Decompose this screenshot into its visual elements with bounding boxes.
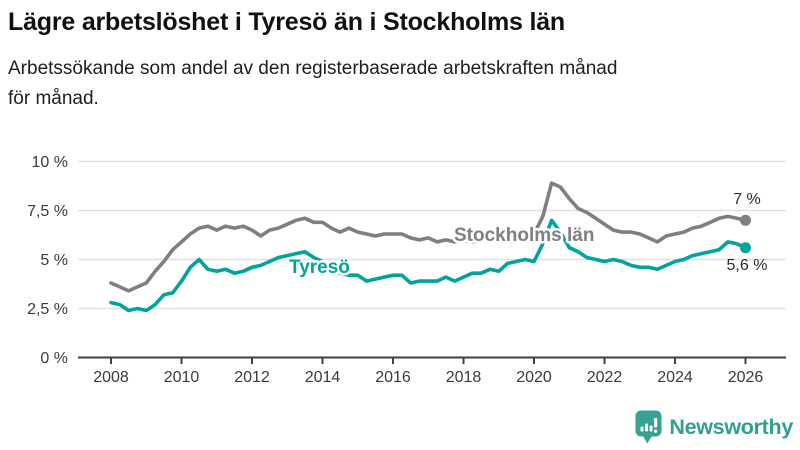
chart-subtitle: Arbetssökande som andel av den registerb… — [8, 54, 788, 114]
x-tick-label: 2026 — [728, 369, 764, 386]
chart-header: Lägre arbetslöshet i Tyresö än i Stockho… — [8, 6, 788, 114]
x-tick-label: 2020 — [516, 369, 552, 386]
series-end-dot-tyreso — [740, 242, 751, 254]
x-tick-label: 2024 — [657, 369, 693, 386]
y-tick-label: 10 % — [32, 154, 68, 171]
series-label-tyreso: Tyresö — [289, 257, 350, 278]
y-tick-label: 7,5 % — [27, 203, 68, 220]
newsworthy-pin-barchart-icon — [635, 410, 662, 444]
chart-subtitle-line-2: för månad. — [8, 88, 99, 109]
series-line-tyreso — [109, 218, 748, 313]
y-tick-label: 5 % — [40, 252, 68, 269]
series-end-label-tyreso: 5,6 % — [727, 257, 768, 274]
x-tick-label: 2010 — [164, 369, 200, 386]
series-end-label-stockholm: 7 % — [733, 191, 761, 208]
series-line-stockholm — [109, 181, 748, 293]
brand-footer: Newsworthy — [635, 410, 793, 445]
x-tick-label: 2014 — [305, 369, 341, 386]
x-tick-label: 2016 — [375, 369, 411, 386]
x-tick-label: 2018 — [446, 369, 482, 386]
series-end-dot-stockholm — [740, 214, 751, 226]
y-tick-label: 2,5 % — [27, 301, 68, 318]
x-tick-label: 2022 — [587, 369, 623, 386]
brand-name: Newsworthy — [669, 415, 793, 439]
x-tick-label: 2012 — [234, 369, 270, 386]
series-label-stockholm: Stockholms län — [454, 225, 594, 246]
chart-subtitle-line-1: Arbetssökande som andel av den registerb… — [8, 58, 618, 79]
x-tick-label: 2008 — [93, 369, 129, 386]
y-tick-label: 0 % — [40, 350, 68, 367]
chart-title: Lägre arbetslöshet i Tyresö än i Stockho… — [8, 8, 565, 36]
